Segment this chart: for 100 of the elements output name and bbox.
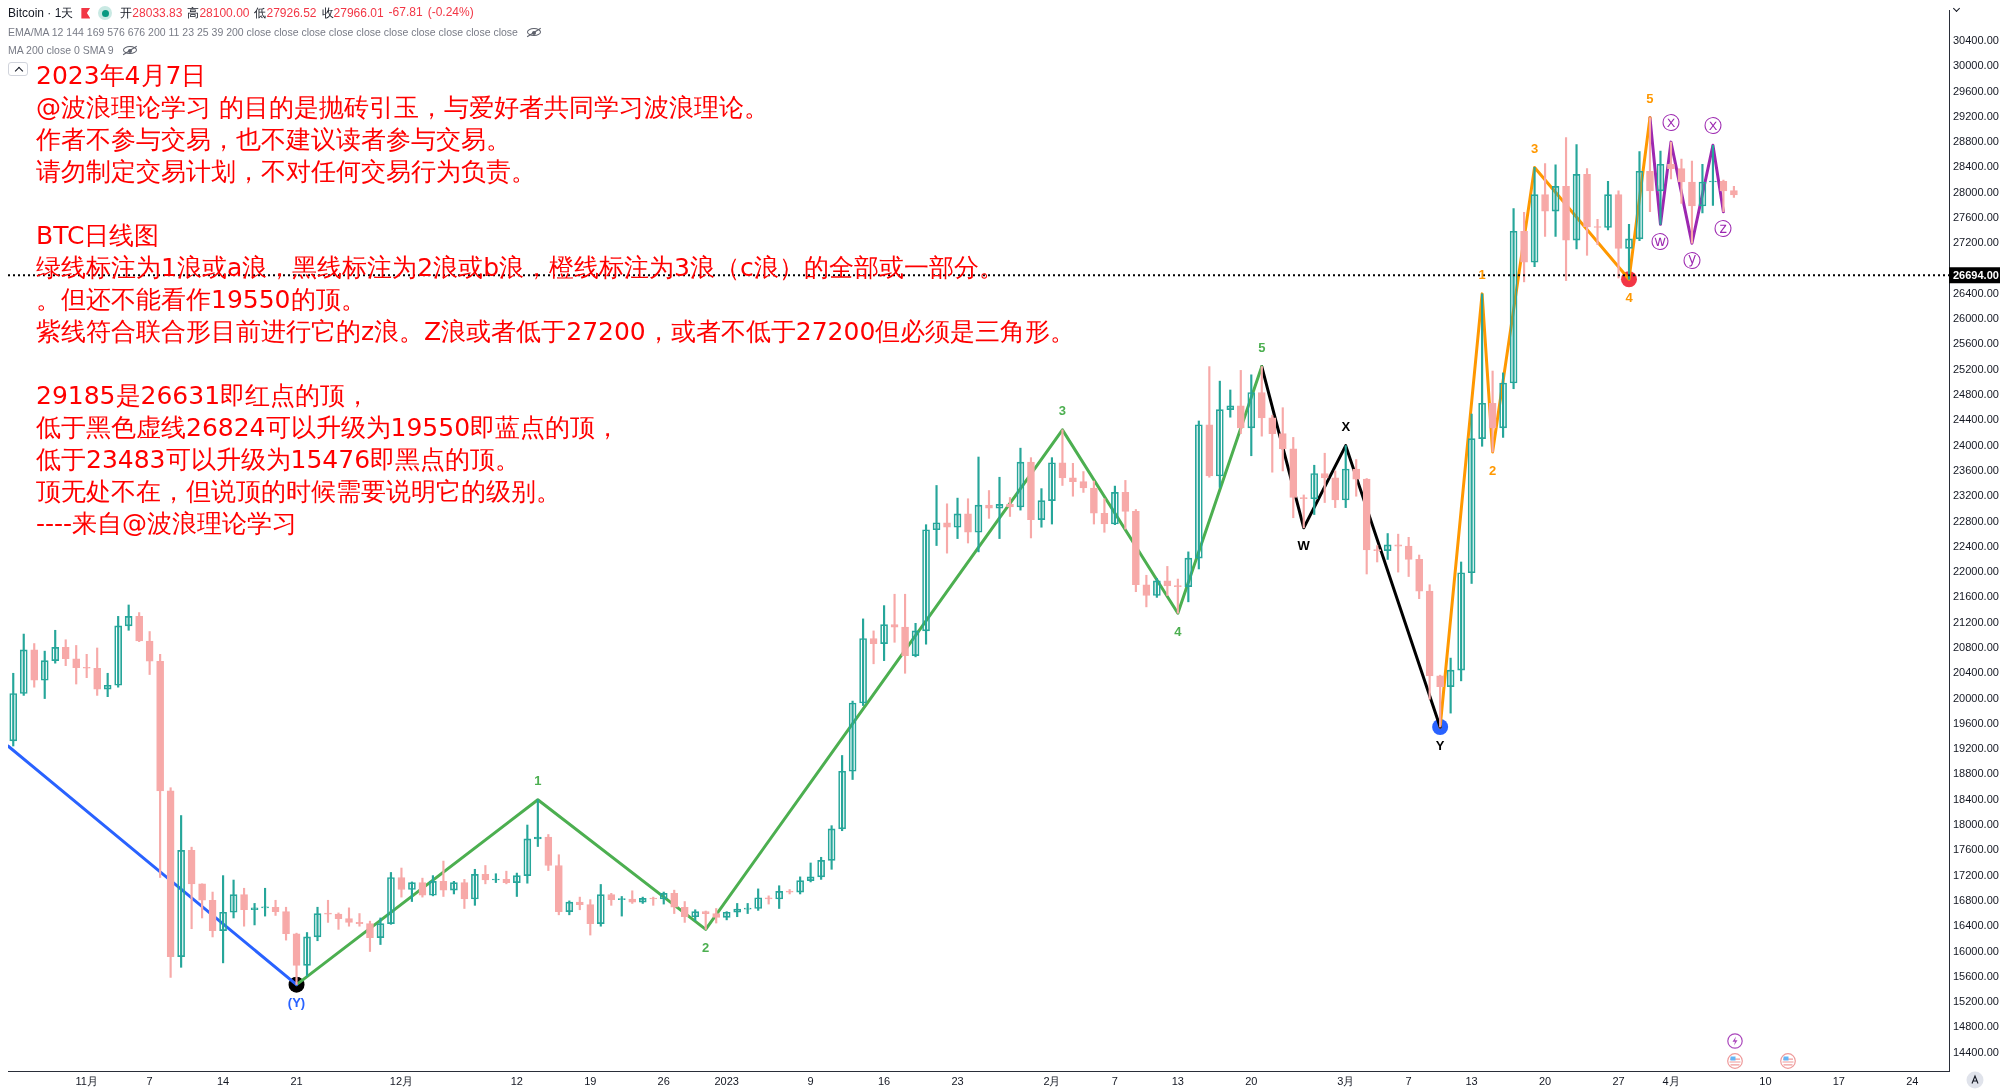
x-tick-label: 20: [1245, 1074, 1258, 1087]
annotation: ⓨ: [1682, 249, 1701, 271]
y-tick-label: 14800.00: [1953, 1020, 1999, 1033]
annotation: 3: [1530, 140, 1539, 156]
annotation: (Y): [287, 995, 306, 1011]
y-tick-label: 24400.00: [1953, 413, 1999, 426]
y-tick-label: 16000.00: [1953, 944, 1999, 957]
y-tick-label: 27200.00: [1953, 236, 1999, 249]
y-tick-label: 16400.00: [1953, 919, 1999, 932]
y-tick-label: 22000.00: [1953, 565, 1999, 578]
annotation: W: [1297, 538, 1311, 554]
x-tick-label: 13: [1171, 1074, 1184, 1087]
annotation: 4: [1625, 289, 1634, 305]
y-tick-label: 23200.00: [1953, 489, 1999, 502]
x-tick-label: 16: [877, 1074, 891, 1087]
y-tick-label: 22800.00: [1953, 514, 1999, 527]
annotation: 2: [702, 939, 710, 955]
annotation: ----来自@波浪理论学习: [36, 509, 298, 538]
y-tick-label: 24800.00: [1953, 388, 1999, 401]
annotation: @波浪理论学习 的目的是抛砖引玉，与爱好者共同学习波浪理论。: [36, 93, 769, 122]
y-tick-label: 16800.00: [1953, 893, 1999, 906]
y-tick-label: 25200.00: [1953, 362, 1999, 375]
y-tick-label: 17200.00: [1953, 868, 1999, 881]
y-tick-label: 29200.00: [1953, 109, 1999, 122]
y-tick-label: 23600.00: [1953, 463, 1999, 476]
x-tick-label: 23: [951, 1074, 964, 1087]
annotation: 29185是26631即红点的顶，: [36, 381, 371, 410]
x-tick-label: 2月: [1043, 1074, 1061, 1087]
y-tick-label: 26400.00: [1953, 286, 1999, 299]
annotation: ⓧ: [1703, 114, 1722, 136]
annotation: X: [1341, 419, 1351, 435]
x-tick-label: 9: [807, 1074, 814, 1087]
y-tick-label: 19200.00: [1953, 742, 1999, 755]
annotation: 顶无处不在，但说顶的时候需要说明它的级别。: [36, 477, 561, 506]
annotation: 作者不参与交易，也不建议读者参与交易。: [36, 125, 511, 154]
annotation: 1: [1478, 267, 1486, 283]
annotation: Y: [1435, 737, 1445, 753]
x-tick-label: 11月: [75, 1074, 98, 1087]
annotation: 低于黑色虚线26824可以升级为19550即蓝点的顶，: [36, 413, 621, 442]
annotation: 5: [1646, 91, 1654, 107]
x-tick-label: 10: [1759, 1074, 1772, 1087]
candlestick: [1058, 429, 1067, 486]
annotation: MA 200 close 0 SMA 9: [8, 44, 114, 56]
annotation: 5: [1258, 340, 1266, 356]
annotation: 3: [1058, 403, 1067, 419]
annotation: 1: [534, 773, 542, 789]
y-tick-label: 29600.00: [1953, 84, 1999, 97]
x-tick-label: 7: [146, 1074, 153, 1087]
annotation: 请勿制定交易计划，不对任何交易行为负责。: [36, 157, 536, 186]
x-tick-label: 4月: [1662, 1074, 1680, 1087]
x-tick-label: 27: [1612, 1074, 1625, 1087]
y-tick-label: 21200.00: [1953, 615, 1999, 628]
x-tick-label: 13: [1465, 1074, 1478, 1087]
y-tick-label: 28000.00: [1953, 185, 1999, 198]
text: 开28033.83 高28100.00 低27926.52 收27966.01 -67.81 (-0.24%): [120, 4, 474, 20]
annotation: 2: [1488, 462, 1497, 478]
y-tick-label: 18000.00: [1953, 818, 1999, 831]
annotation: 紫线符合联合形目前进行它的z浪。Z浪或者低于27200，或者不低于27200但必须是三角形。: [36, 317, 1076, 346]
y-tick-label: 18400.00: [1953, 792, 1999, 805]
y-tick-label: 28800.00: [1953, 135, 1999, 148]
annotation: 2023年4月7日: [36, 61, 207, 90]
annotation: ⓧ: [1661, 111, 1680, 133]
ref-line-label: 26694.00: [1953, 268, 1999, 281]
x-tick-label: 7: [1405, 1074, 1412, 1087]
y-tick-label: 20800.00: [1953, 641, 1999, 654]
x-tick-label: 24: [1906, 1074, 1919, 1087]
y-tick-label: 15200.00: [1953, 995, 1999, 1008]
y-tick-label: 17600.00: [1953, 843, 1999, 856]
y-tick-label: 30000.00: [1953, 59, 1999, 72]
x-tick-label: 2023: [714, 1074, 739, 1087]
annotation: BTC日线图: [36, 221, 160, 250]
y-tick-label: 20000.00: [1953, 691, 1999, 704]
y-tick-label: 22400.00: [1953, 539, 1999, 552]
x-tick-label: 7: [1111, 1074, 1118, 1087]
y-tick-label: 19600.00: [1953, 716, 1999, 729]
y-tick-label: 25600.00: [1953, 337, 1999, 350]
y-tick-label: 14400.00: [1953, 1045, 1999, 1058]
x-tick-label: 12: [510, 1074, 523, 1087]
y-tick-label: 21600.00: [1953, 590, 1999, 603]
y-tick-label: 27600.00: [1953, 211, 1999, 224]
annotation: ⓦ: [1651, 231, 1670, 252]
x-tick-label: 26: [657, 1074, 670, 1087]
x-tick-label: 14: [216, 1074, 230, 1087]
y-tick-label: 18800.00: [1953, 767, 1999, 780]
y-tick-label: 15600.00: [1953, 969, 1999, 982]
annotation: 绿线标注为1浪或a浪，黑线标注为2浪或b浪，橙线标注为3浪（c浪）的全部或一部分。: [36, 253, 1004, 282]
y-tick-label: 20400.00: [1953, 666, 1999, 679]
y-tick-label: 26000.00: [1953, 312, 1999, 325]
annotation: EMA/MA 12 144 169 576 676 200 11 23 25 39 200 close close close close close close close close close close: [8, 26, 518, 38]
y-tick-label: 24000.00: [1953, 438, 1999, 451]
y-tick-label: 30400.00: [1953, 33, 1999, 46]
x-tick-label: 20: [1538, 1074, 1552, 1087]
x-tick-label: 17: [1832, 1074, 1845, 1087]
x-tick-label: 21: [290, 1074, 303, 1087]
annotation: ⓩ: [1714, 218, 1733, 240]
x-tick-label: 3月: [1337, 1074, 1355, 1087]
annotation: 。但还不能看作19550的顶。: [36, 285, 366, 314]
x-tick-label: 19: [584, 1074, 597, 1087]
x-tick-label: 12月: [389, 1074, 414, 1087]
annotation: 4: [1174, 623, 1183, 639]
